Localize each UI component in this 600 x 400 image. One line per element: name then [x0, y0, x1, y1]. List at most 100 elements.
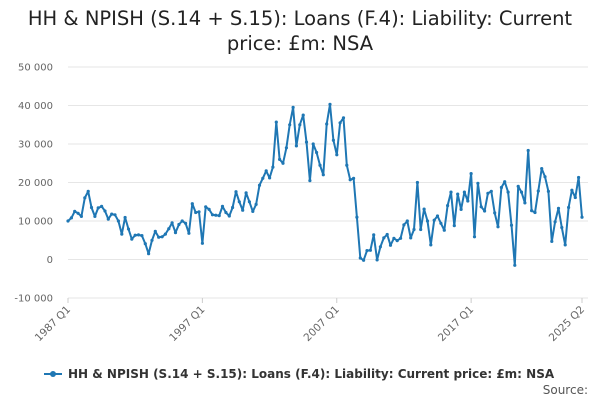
- data-point[interactable]: [516, 184, 520, 188]
- data-point[interactable]: [126, 227, 131, 231]
- data-point[interactable]: [247, 200, 251, 204]
- data-point[interactable]: [321, 173, 325, 177]
- data-point[interactable]: [399, 236, 403, 240]
- data-point[interactable]: [86, 189, 90, 193]
- data-point[interactable]: [553, 220, 557, 224]
- data-point[interactable]: [308, 179, 312, 183]
- data-point[interactable]: [318, 163, 322, 167]
- data-point[interactable]: [244, 191, 248, 195]
- data-point[interactable]: [476, 181, 480, 185]
- data-point[interactable]: [456, 192, 460, 196]
- data-point[interactable]: [187, 231, 191, 235]
- data-point[interactable]: [120, 232, 124, 236]
- data-point[interactable]: [435, 214, 440, 218]
- data-point[interactable]: [291, 105, 295, 109]
- data-point[interactable]: [89, 205, 94, 210]
- data-point[interactable]: [341, 116, 346, 120]
- data-point[interactable]: [493, 211, 497, 215]
- data-point[interactable]: [513, 263, 517, 267]
- data-point[interactable]: [184, 221, 188, 225]
- data-point[interactable]: [294, 144, 298, 148]
- data-point[interactable]: [170, 221, 174, 225]
- data-point[interactable]: [546, 189, 551, 193]
- data-point[interactable]: [506, 190, 510, 194]
- data-point[interactable]: [224, 210, 228, 215]
- data-point[interactable]: [362, 258, 366, 262]
- data-point[interactable]: [519, 190, 524, 194]
- data-point[interactable]: [100, 204, 104, 208]
- data-point[interactable]: [402, 223, 406, 227]
- data-point[interactable]: [143, 242, 147, 246]
- data-point[interactable]: [110, 212, 114, 216]
- data-point[interactable]: [268, 176, 272, 180]
- data-point[interactable]: [523, 201, 527, 205]
- data-point[interactable]: [577, 175, 581, 180]
- data-point[interactable]: [499, 185, 503, 190]
- data-point[interactable]: [160, 235, 164, 239]
- data-point[interactable]: [432, 218, 436, 222]
- legend[interactable]: HH & NPISH (S.14 + S.15): Loans (F.4): L…: [44, 366, 554, 382]
- data-point[interactable]: [281, 161, 285, 165]
- data-point[interactable]: [231, 205, 235, 210]
- data-point[interactable]: [352, 176, 356, 180]
- data-point[interactable]: [315, 150, 319, 155]
- data-point[interactable]: [335, 153, 339, 157]
- data-point[interactable]: [439, 221, 443, 225]
- data-point[interactable]: [66, 219, 70, 223]
- data-point[interactable]: [301, 113, 305, 117]
- data-point[interactable]: [489, 189, 493, 193]
- data-point[interactable]: [257, 183, 262, 187]
- data-point[interactable]: [167, 227, 171, 231]
- data-point[interactable]: [567, 205, 571, 210]
- data-point[interactable]: [197, 210, 201, 214]
- data-point[interactable]: [274, 120, 278, 124]
- data-point[interactable]: [422, 207, 426, 211]
- data-point[interactable]: [479, 205, 483, 209]
- data-point[interactable]: [227, 214, 231, 218]
- data-point[interactable]: [210, 213, 215, 217]
- data-point[interactable]: [278, 157, 282, 161]
- data-point[interactable]: [409, 236, 413, 240]
- data-point[interactable]: [241, 208, 245, 212]
- data-point[interactable]: [261, 176, 265, 180]
- data-point[interactable]: [83, 196, 87, 200]
- data-point[interactable]: [348, 178, 352, 182]
- data-point[interactable]: [73, 209, 77, 213]
- data-point[interactable]: [560, 225, 564, 230]
- data-point[interactable]: [136, 233, 141, 237]
- data-point[interactable]: [163, 232, 167, 236]
- data-point[interactable]: [483, 209, 487, 213]
- data-point[interactable]: [540, 167, 544, 171]
- data-point[interactable]: [385, 232, 389, 237]
- data-point[interactable]: [123, 215, 127, 220]
- data-point[interactable]: [573, 195, 577, 200]
- data-point[interactable]: [446, 204, 450, 208]
- data-point[interactable]: [200, 241, 204, 245]
- data-point[interactable]: [355, 215, 359, 219]
- data-point[interactable]: [442, 228, 446, 232]
- data-point[interactable]: [429, 243, 433, 247]
- data-point[interactable]: [338, 121, 342, 125]
- data-point[interactable]: [237, 200, 241, 204]
- data-point[interactable]: [69, 216, 73, 220]
- data-point[interactable]: [153, 229, 157, 233]
- data-point[interactable]: [96, 206, 100, 210]
- data-point[interactable]: [556, 206, 561, 210]
- data-point[interactable]: [331, 138, 335, 142]
- data-point[interactable]: [425, 219, 430, 223]
- data-point[interactable]: [254, 202, 258, 206]
- data-point[interactable]: [345, 163, 349, 167]
- data-point[interactable]: [533, 210, 537, 215]
- data-point[interactable]: [486, 191, 490, 195]
- data-point[interactable]: [419, 227, 423, 232]
- data-point[interactable]: [472, 235, 477, 239]
- data-point[interactable]: [358, 256, 362, 260]
- data-point[interactable]: [217, 214, 221, 218]
- data-point[interactable]: [79, 214, 83, 218]
- data-point[interactable]: [325, 122, 329, 126]
- data-point[interactable]: [536, 189, 540, 193]
- data-point[interactable]: [180, 219, 184, 223]
- data-point[interactable]: [133, 233, 137, 237]
- data-point[interactable]: [550, 239, 554, 243]
- data-point[interactable]: [412, 227, 416, 232]
